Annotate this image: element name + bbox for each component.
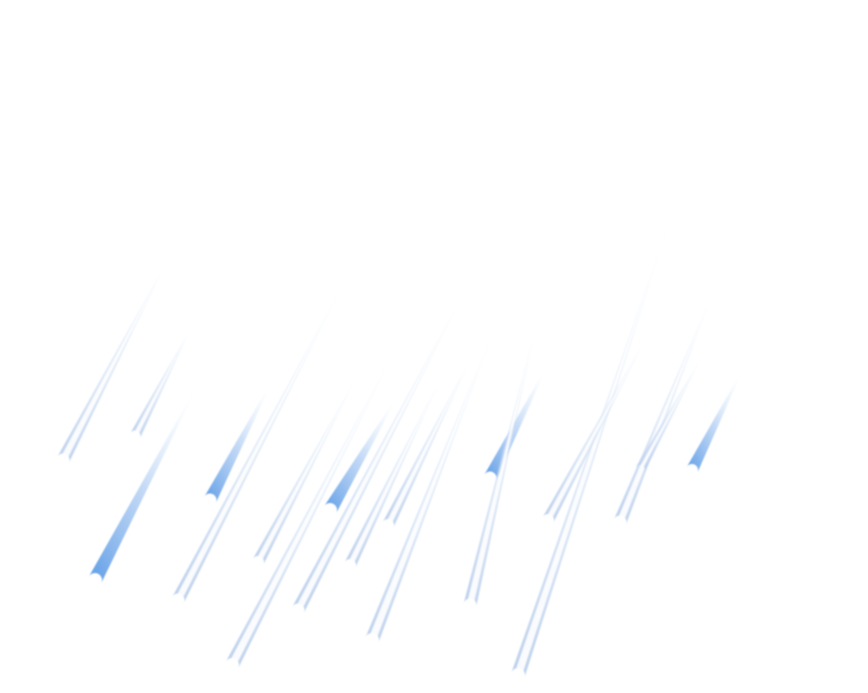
- rain-streak-outline: [292, 299, 461, 614]
- rain-streak-solid: [204, 384, 271, 504]
- rain-streak-outline: [344, 379, 441, 568]
- rain-streak-outline: [382, 359, 471, 528]
- rain-streak-outline: [225, 359, 391, 669]
- rain-streak-solid: [323, 399, 396, 514]
- rain-streak-outline: [635, 359, 701, 473]
- rain-streak-outline: [542, 339, 646, 523]
- rain-streak-solid: [686, 374, 741, 473]
- rain-streak-outline: [130, 329, 191, 439]
- rain-streak-outline: [252, 379, 356, 565]
- rain-streak-solid: [88, 389, 196, 584]
- rain-streak-outline: [365, 339, 491, 643]
- rain-streak-outline: [57, 264, 166, 464]
- rain-streak-outline: [613, 299, 711, 525]
- rain-streak-outline: [511, 234, 666, 678]
- rain-streak-outline: [463, 329, 536, 607]
- rain-streak-outline: [172, 289, 341, 604]
